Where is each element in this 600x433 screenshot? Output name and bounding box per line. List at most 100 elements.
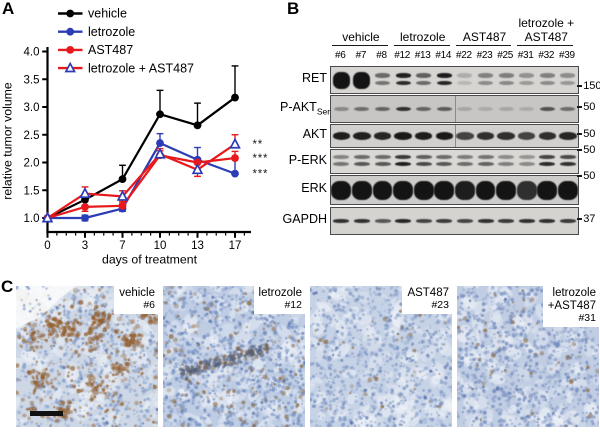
blot-band xyxy=(560,80,576,85)
blot-band xyxy=(353,162,370,167)
blot-band xyxy=(415,155,432,159)
blot-band xyxy=(374,162,391,167)
lane-label: #23 xyxy=(476,50,493,61)
blot-band xyxy=(539,106,555,112)
ihc-treatment-label: letrozole xyxy=(258,287,302,299)
x-tick-label: 10 xyxy=(154,240,167,252)
lane-label: #13 xyxy=(414,50,431,61)
blot-band xyxy=(373,132,392,140)
mw-value: 37 xyxy=(583,213,596,225)
legend-label: letrozole + AST487 xyxy=(88,61,194,75)
blot-row-label: ERK xyxy=(301,181,327,195)
mw-marker: 50 xyxy=(577,128,595,140)
ihc-image-3: letrozole +AST487 #31 xyxy=(457,286,599,427)
series-letrozole-ast487 xyxy=(46,134,239,219)
blot-band xyxy=(352,180,372,200)
mw-tick xyxy=(577,85,583,87)
blot-band xyxy=(413,180,434,200)
blot-band xyxy=(434,180,455,200)
blot-band xyxy=(539,162,556,167)
western-blot-panel: vehicle #6 #7 #8 letrozole #12 #13 #14 AST487 #22… xyxy=(280,0,600,268)
mw-value: 50 xyxy=(583,128,596,140)
panel-a-letter: A xyxy=(2,0,15,18)
blot-band xyxy=(416,80,432,85)
group-label: AST487 xyxy=(462,30,507,44)
x-tick-label: 0 xyxy=(44,240,50,252)
ihc-sample-number: #12 xyxy=(284,298,302,311)
ihc-image-1: letrozole #12 xyxy=(163,286,305,427)
blot-strip-akt xyxy=(330,124,580,148)
mw-value: 150 xyxy=(583,80,600,92)
blot-strip-gapdh xyxy=(330,207,580,235)
blot-band xyxy=(457,106,473,112)
group-label: letrozole xyxy=(400,30,446,44)
blot-band xyxy=(559,219,576,223)
scale-bar xyxy=(30,411,63,416)
lane-label: #8 xyxy=(376,50,387,61)
blot-row-label: AKT xyxy=(302,127,327,141)
blot-band xyxy=(455,180,475,200)
blot-row-label: P-ERK xyxy=(288,152,327,167)
blot-band xyxy=(475,180,496,200)
panel-b-letter: B xyxy=(287,0,300,18)
legend-label: vehicle xyxy=(88,7,127,21)
lane-label: #22 xyxy=(455,50,472,61)
group-label: vehicle xyxy=(342,30,380,44)
blot-band xyxy=(518,155,535,159)
y-tick-label: 4.0 xyxy=(24,47,40,59)
y-tick-label: 1.5 xyxy=(24,185,40,197)
blot-row-label: RET xyxy=(302,71,327,85)
blot-band xyxy=(498,155,515,159)
blot-band xyxy=(519,80,535,85)
blot-band xyxy=(559,132,577,140)
mw-tick xyxy=(577,149,583,151)
blot-band xyxy=(415,162,432,167)
blot-band xyxy=(478,106,493,112)
y-axis-title: relative tumor volume xyxy=(1,82,15,200)
blot-band xyxy=(456,162,473,167)
blot-band xyxy=(456,155,473,159)
blot-band xyxy=(518,219,535,223)
blot-strip-p-erk xyxy=(330,149,580,174)
blot-band xyxy=(436,73,452,78)
ihc-sample-number: #31 xyxy=(578,311,596,324)
significance-marker: *** xyxy=(253,153,269,165)
ihc-panel: vehicle #6 letrozole #12 AST487 #23 letrozole +… xyxy=(0,276,600,433)
y-tick-label: 3.5 xyxy=(24,74,40,86)
legend-label: AST487 xyxy=(88,43,133,57)
ihc-label: letrozole #12 xyxy=(253,286,305,314)
lane-label: #14 xyxy=(435,50,452,61)
blot-band xyxy=(519,73,535,78)
legend-label: letrozole xyxy=(88,25,135,39)
blot-band xyxy=(353,132,371,140)
blot-band xyxy=(436,162,453,167)
mw-tick xyxy=(577,218,583,220)
significance-marker: ** xyxy=(253,139,264,151)
blot-band xyxy=(477,219,494,223)
y-tick-label: 1.0 xyxy=(24,213,40,225)
mw-value: 50 xyxy=(583,170,596,182)
legend-item: letrozole + AST487 xyxy=(58,61,194,75)
ihc-label: letrozole +AST487 #31 xyxy=(542,286,599,327)
x-tick-label: 17 xyxy=(229,240,242,252)
blot-band xyxy=(559,155,576,159)
mw-marker: 50 xyxy=(577,144,595,156)
blot-band xyxy=(560,73,576,78)
group-underline xyxy=(393,45,450,46)
blot-band xyxy=(353,219,370,223)
blot-band xyxy=(333,162,350,167)
blot-band xyxy=(395,155,412,159)
lane-label: #39 xyxy=(558,50,575,61)
blot-band xyxy=(414,132,433,140)
mw-value: 50 xyxy=(583,101,596,113)
blot-band xyxy=(498,219,515,223)
blot-band xyxy=(374,219,391,223)
blot-band xyxy=(333,219,350,223)
blot-row-label: P-AKTSer473 xyxy=(280,100,344,117)
blot-band xyxy=(436,155,453,159)
lane-label: #12 xyxy=(394,50,410,61)
blot-band xyxy=(496,180,516,200)
blot-band xyxy=(436,219,453,223)
panel-c-letter: C xyxy=(1,277,14,296)
